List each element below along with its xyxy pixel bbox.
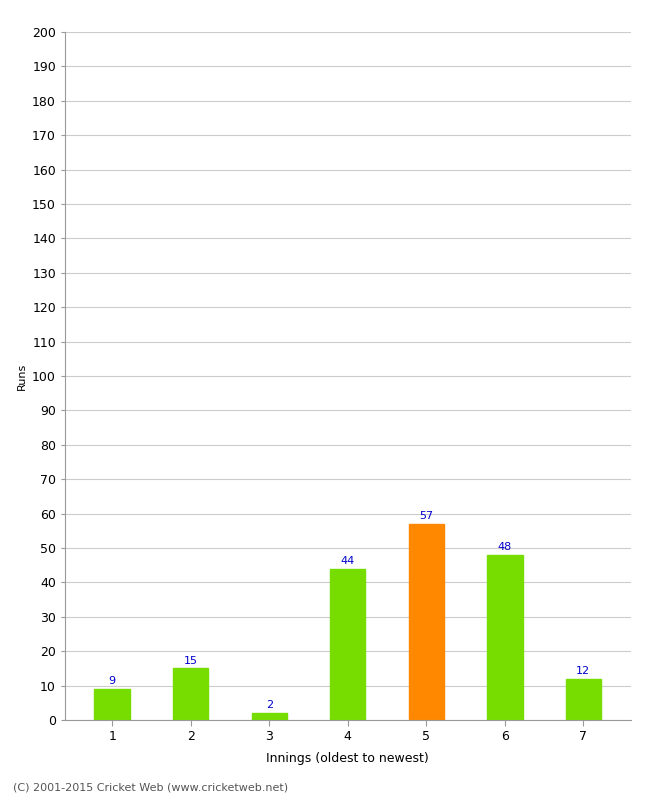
- Bar: [409, 524, 444, 720]
- Text: 44: 44: [341, 556, 355, 566]
- Bar: [566, 678, 601, 720]
- Text: 48: 48: [498, 542, 512, 552]
- Bar: [94, 689, 130, 720]
- Text: (C) 2001-2015 Cricket Web (www.cricketweb.net): (C) 2001-2015 Cricket Web (www.cricketwe…: [13, 782, 288, 792]
- Text: 15: 15: [184, 656, 198, 666]
- Bar: [252, 713, 287, 720]
- Text: 2: 2: [266, 700, 273, 710]
- Bar: [173, 669, 209, 720]
- Bar: [330, 569, 365, 720]
- X-axis label: Innings (oldest to newest): Innings (oldest to newest): [266, 752, 429, 765]
- Text: 9: 9: [109, 676, 116, 686]
- Text: 57: 57: [419, 511, 434, 521]
- Text: 12: 12: [577, 666, 590, 676]
- Y-axis label: Runs: Runs: [16, 362, 27, 390]
- Bar: [487, 555, 523, 720]
